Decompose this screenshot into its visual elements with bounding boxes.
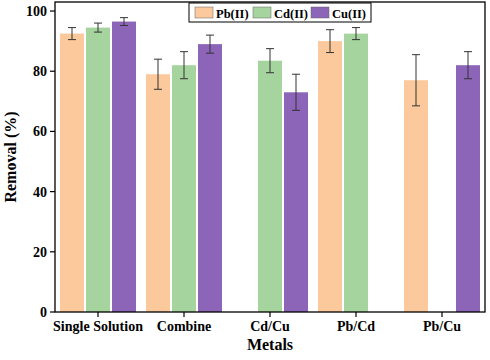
x-tick [97, 312, 98, 317]
bar [60, 34, 84, 312]
legend-label: Cu(II) [332, 7, 366, 21]
x-tick [441, 312, 442, 317]
y-tick [50, 71, 55, 72]
bar [284, 92, 308, 312]
x-tick [269, 312, 270, 317]
x-tick-label: Pb/Cd [337, 319, 375, 334]
plot-area [60, 18, 480, 312]
error-bar [120, 18, 128, 26]
legend: Pb(II) Cd(II) Cu(II) [189, 3, 371, 22]
y-tick-label: 60 [33, 124, 47, 139]
error-bar [352, 28, 360, 40]
bar [404, 80, 428, 312]
y-tick-label: 80 [33, 64, 47, 79]
legend-swatch [253, 7, 271, 18]
x-tick [183, 312, 184, 317]
error-bar [464, 52, 472, 79]
legend-frame [189, 3, 371, 22]
error-bar [326, 30, 334, 53]
y-tick [50, 311, 55, 312]
y-tick [50, 191, 55, 192]
y-tick-label: 40 [33, 185, 47, 200]
x-tick-label: Single Solution [53, 319, 143, 334]
bar [172, 65, 196, 312]
x-tick [355, 312, 356, 317]
x-axis-title: Metals [247, 336, 293, 353]
bar [456, 65, 480, 312]
chart: 0 20 40 60 80 100 Single Solution Combine Cd/Cu P… [0, 0, 490, 360]
y-tick [50, 10, 55, 11]
x-tick-label: Cd/Cu [250, 319, 290, 334]
y-tick-label: 0 [40, 305, 47, 320]
error-bar [292, 74, 300, 110]
legend-swatch [311, 7, 329, 18]
x-tick-label: Pb/Cu [423, 319, 461, 334]
error-bar [266, 49, 274, 73]
error-bar [154, 59, 162, 89]
legend-label: Pb(II) [216, 7, 249, 21]
error-bar [68, 28, 76, 40]
y-axis-title: Removal (%) [2, 111, 20, 202]
y-tick [50, 131, 55, 132]
y-tick-label: 20 [33, 245, 47, 260]
x-tick-label: Combine [157, 319, 211, 334]
bar [86, 28, 110, 312]
bar [112, 22, 136, 312]
error-bar [412, 55, 420, 106]
error-bar [180, 52, 188, 79]
plot-frame [55, 2, 485, 312]
legend-label: Cd(II) [274, 7, 308, 21]
bar [146, 74, 170, 312]
y-tick [50, 251, 55, 252]
legend-swatch [195, 7, 213, 18]
error-bar [206, 35, 214, 53]
bar [258, 61, 282, 312]
bar [318, 41, 342, 312]
bar [344, 34, 368, 312]
error-bar [94, 23, 102, 32]
bar [198, 44, 222, 312]
y-tick-label: 100 [26, 4, 47, 19]
